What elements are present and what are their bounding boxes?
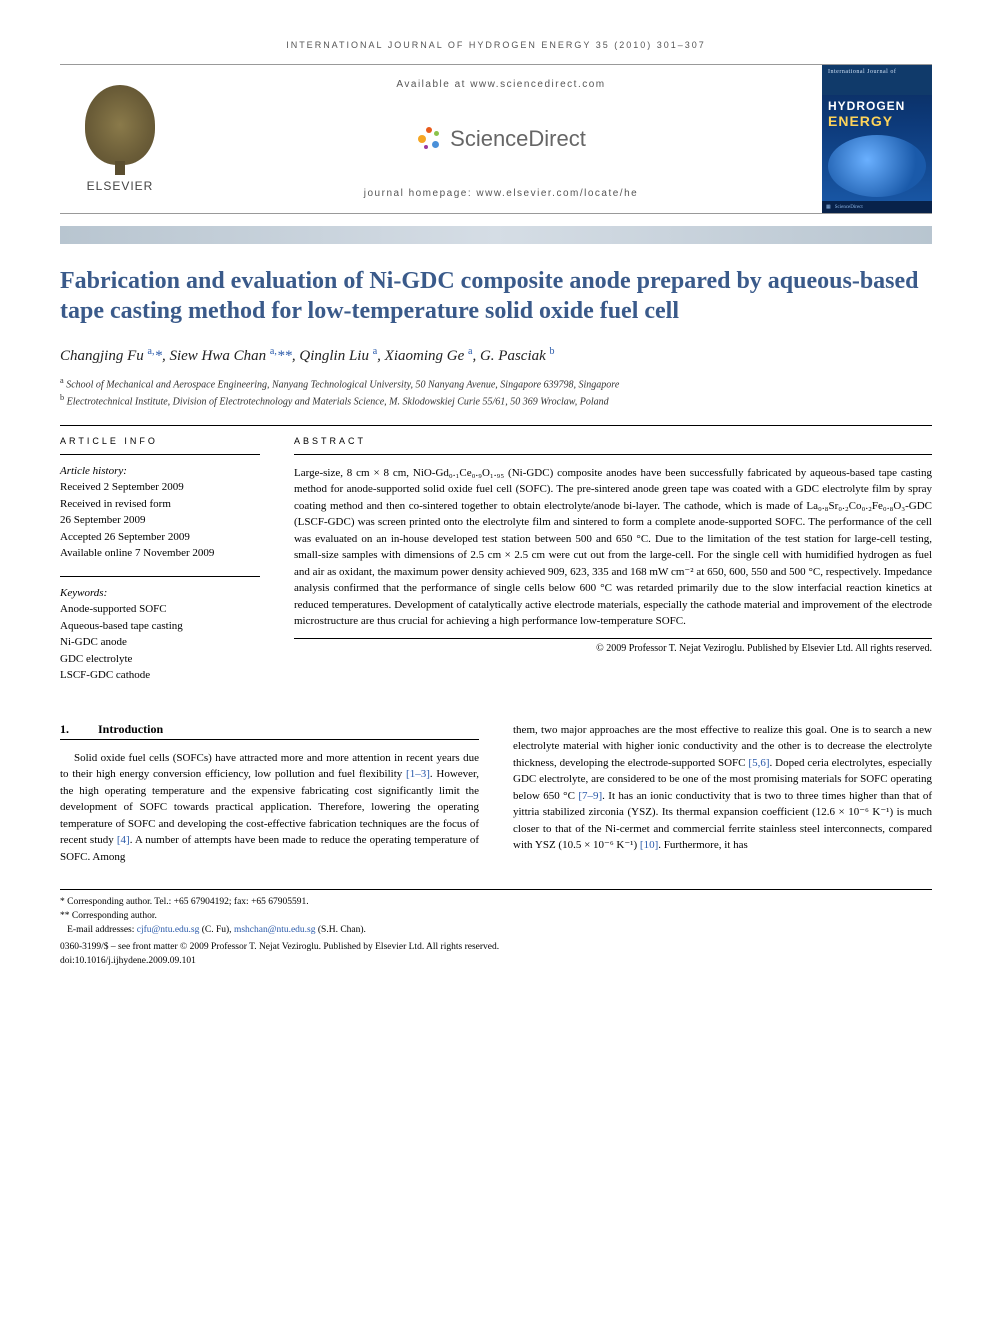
sd-text: ScienceDirect <box>450 126 586 152</box>
intro-para-right: them, two major approaches are the most … <box>513 722 932 854</box>
abstract-column: ABSTRACT Large-size, 8 cm × 8 cm, NiO-Gd… <box>294 426 932 692</box>
section-1-title: 1.Introduction <box>60 722 479 740</box>
available-at: Available at www.sciencedirect.com <box>396 79 605 90</box>
journal-cover: International Journal of HYDROGEN ENERGY… <box>822 65 932 213</box>
issn-line: 0360-3199/$ – see front matter © 2009 Pr… <box>60 941 932 955</box>
cover-globe-icon <box>828 135 926 197</box>
history-received: Received 2 September 2009 <box>60 479 260 496</box>
body-columns: 1.Introduction Solid oxide fuel cells (S… <box>60 722 932 866</box>
keyword: Aqueous-based tape casting <box>60 618 260 635</box>
corresponding-1: * Corresponding author. Tel.: +65 679041… <box>60 896 932 910</box>
intro-para-left: Solid oxide fuel cells (SOFCs) have attr… <box>60 750 479 866</box>
email-1-link[interactable]: cjfu@ntu.edu.sg <box>137 925 200 935</box>
article-info-heading: ARTICLE INFO <box>60 426 260 455</box>
article-info-column: ARTICLE INFO Article history: Received 2… <box>60 426 260 692</box>
elsevier-tree-icon <box>85 85 155 165</box>
cover-title-1: HYDROGEN <box>828 99 926 113</box>
journal-homepage: journal homepage: www.elsevier.com/locat… <box>364 188 638 199</box>
cover-footer: ▦ScienceDirect <box>822 201 932 213</box>
keyword: GDC electrolyte <box>60 651 260 668</box>
gradient-divider <box>60 226 932 244</box>
doi-line: doi:10.1016/j.ijhydene.2009.09.101 <box>60 955 932 969</box>
history-label: Article history: <box>60 463 260 480</box>
footer-meta: 0360-3199/$ – see front matter © 2009 Pr… <box>60 941 932 969</box>
article-title: Fabrication and evaluation of Ni-GDC com… <box>60 266 932 326</box>
cover-top: International Journal of <box>822 65 932 95</box>
affil-a: a School of Mechanical and Aerospace Eng… <box>60 375 932 392</box>
section-name: Introduction <box>98 722 163 736</box>
header-center: Available at www.sciencedirect.com Scien… <box>180 65 822 213</box>
abstract-text: Large-size, 8 cm × 8 cm, NiO-Gd₀.₁Ce₀.₉O… <box>294 455 932 639</box>
corresponding-2: ** Corresponding author. <box>60 910 932 924</box>
article-history: Article history: Received 2 September 20… <box>60 455 260 577</box>
body-col-left: 1.Introduction Solid oxide fuel cells (S… <box>60 722 479 866</box>
history-online: Available online 7 November 2009 <box>60 545 260 562</box>
keywords-label: Keywords: <box>60 585 260 602</box>
journal-header: ELSEVIER Available at www.sciencedirect.… <box>60 64 932 214</box>
keyword: Anode-supported SOFC <box>60 601 260 618</box>
cover-title-2: ENERGY <box>828 113 926 129</box>
email-line: E-mail addresses: cjfu@ntu.edu.sg (C. Fu… <box>60 924 932 938</box>
keyword: LSCF-GDC cathode <box>60 667 260 684</box>
sd-swirl-icon <box>416 125 444 153</box>
keywords-block: Keywords: Anode-supported SOFC Aqueous-b… <box>60 577 260 692</box>
history-revised-2: 26 September 2009 <box>60 512 260 529</box>
elsevier-wordmark: ELSEVIER <box>87 179 154 193</box>
history-accepted: Accepted 26 September 2009 <box>60 529 260 546</box>
affil-b: b Electrotechnical Institute, Division o… <box>60 392 932 409</box>
sciencedirect-logo: ScienceDirect <box>416 125 586 153</box>
history-revised-1: Received in revised form <box>60 496 260 513</box>
abstract-copyright: © 2009 Professor T. Nejat Veziroglu. Pub… <box>294 643 932 654</box>
section-number: 1. <box>60 722 98 737</box>
email-2-link[interactable]: mshchan@ntu.edu.sg <box>234 925 316 935</box>
info-abstract-row: ARTICLE INFO Article history: Received 2… <box>60 425 932 692</box>
footnotes: * Corresponding author. Tel.: +65 679041… <box>60 889 932 937</box>
abstract-heading: ABSTRACT <box>294 426 932 455</box>
running-head: INTERNATIONAL JOURNAL OF HYDROGEN ENERGY… <box>60 40 932 50</box>
author-list: Changjing Fu a,*, Siew Hwa Chan a,**, Qi… <box>60 346 932 365</box>
elsevier-logo: ELSEVIER <box>60 65 180 213</box>
keyword: Ni-GDC anode <box>60 634 260 651</box>
body-col-right: them, two major approaches are the most … <box>513 722 932 866</box>
affiliations: a School of Mechanical and Aerospace Eng… <box>60 375 932 409</box>
